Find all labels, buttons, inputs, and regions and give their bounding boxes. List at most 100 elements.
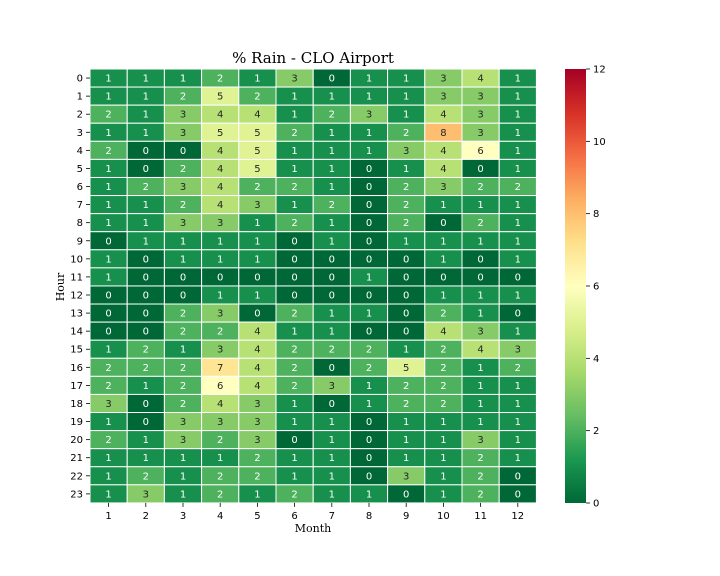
cell-value-label: 1 [180,254,186,265]
cell-value-label: 0 [254,272,260,283]
cell-value-label: 1 [105,200,111,211]
cell-value-label: 2 [180,327,186,338]
cell-value-label: 1 [477,399,483,410]
cell-value-label: 0 [105,309,111,320]
cell-value-label: 0 [366,291,372,302]
cell-value-label: 1 [440,291,446,302]
cell-value-label: 0 [329,74,335,85]
cell-value-label: 0 [143,309,149,320]
y-tick-label: 12 [70,291,83,302]
cell-value-label: 2 [254,471,260,482]
cell-value-label: 1 [440,236,446,247]
cell-value-label: 3 [477,92,483,103]
colorbar-tick-label: 0 [593,499,599,510]
cell-value-label: 0 [329,291,335,302]
cell-value-label: 2 [403,218,409,229]
cell-value-label: 0 [291,254,297,265]
cell-value-label: 3 [477,435,483,446]
y-tick-label: 2 [77,110,83,121]
cell-value-label: 2 [105,110,111,121]
cell-value-label: 2 [143,345,149,356]
cell-value-label: 2 [403,182,409,193]
cell-value-label: 1 [440,471,446,482]
cell-value-label: 1 [143,435,149,446]
cell-value-label: 1 [515,435,521,446]
y-tick-label: 15 [70,345,83,356]
cell-value-label: 3 [180,435,186,446]
cell-value-label: 2 [180,363,186,374]
cell-value-label: 1 [440,435,446,446]
cell-value-label: 1 [477,381,483,392]
cell-value-label: 7 [217,363,223,374]
cell-value-label: 0 [366,182,372,193]
cell-value-label: 0 [366,200,372,211]
y-tick-label: 7 [77,200,83,211]
cell-value-label: 2 [477,218,483,229]
cell-value-label: 2 [217,471,223,482]
cell-value-label: 0 [366,435,372,446]
y-tick-label: 5 [77,164,83,175]
cell-value-label: 3 [515,345,521,356]
cell-value-label: 0 [143,327,149,338]
cell-value-label: 1 [440,489,446,500]
cell-value-label: 1 [515,381,521,392]
cell-value-label: 0 [329,399,335,410]
y-tick-label: 8 [77,218,83,229]
y-tick-label: 10 [70,254,83,265]
cell-value-label: 4 [440,164,446,175]
cell-value-label: 1 [440,453,446,464]
cell-value-label: 1 [180,74,186,85]
x-tick-label: 1 [105,511,111,522]
cell-value-label: 1 [366,128,372,139]
cell-value-label: 2 [366,345,372,356]
x-tick-label: 12 [511,511,524,522]
cell-value-label: 0 [366,236,372,247]
cell-value-label: 3 [180,218,186,229]
cell-value-label: 2 [217,489,223,500]
cell-value-label: 8 [440,128,446,139]
y-tick-label: 1 [77,92,83,103]
cell-value-label: 1 [105,471,111,482]
cell-value-label: 4 [254,363,260,374]
cell-value-label: 1 [105,417,111,428]
cell-value-label: 1 [329,128,335,139]
cell-value-label: 2 [254,453,260,464]
cell-value-label: 0 [143,254,149,265]
cell-value-label: 1 [440,254,446,265]
cell-value-label: 1 [180,345,186,356]
cell-value-label: 0 [403,272,409,283]
cell-value-label: 3 [180,417,186,428]
cell-value-label: 1 [515,291,521,302]
cell-value-label: 0 [180,146,186,157]
x-tick-label: 10 [437,511,450,522]
cell-value-label: 1 [143,453,149,464]
cell-value-label: 4 [254,327,260,338]
cell-value-label: 0 [143,164,149,175]
x-tick-label: 2 [143,511,149,522]
cell-value-label: 1 [515,74,521,85]
cell-value-label: 1 [291,399,297,410]
y-tick-label: 16 [70,363,83,374]
cell-value-label: 2 [440,345,446,356]
cell-value-label: 2 [217,327,223,338]
cell-value-label: 5 [217,128,223,139]
cell-value-label: 1 [403,453,409,464]
cell-value-label: 0 [477,272,483,283]
cell-value-label: 1 [291,92,297,103]
cell-value-label: 4 [254,110,260,121]
cell-value-label: 1 [515,128,521,139]
cell-value-label: 5 [254,146,260,157]
cell-value-label: 3 [254,399,260,410]
cell-value-label: 0 [143,417,149,428]
cell-value-label: 5 [254,128,260,139]
cell-value-label: 4 [477,345,483,356]
cell-value-label: 1 [366,146,372,157]
cell-value-label: 3 [254,200,260,211]
colorbar-tick-label: 4 [593,354,599,365]
heatmap-cell [498,484,537,504]
cell-value-label: 1 [366,74,372,85]
cell-value-label: 3 [254,435,260,446]
cell-value-label: 2 [180,92,186,103]
cell-value-label: 0 [254,309,260,320]
cell-value-label: 2 [105,381,111,392]
